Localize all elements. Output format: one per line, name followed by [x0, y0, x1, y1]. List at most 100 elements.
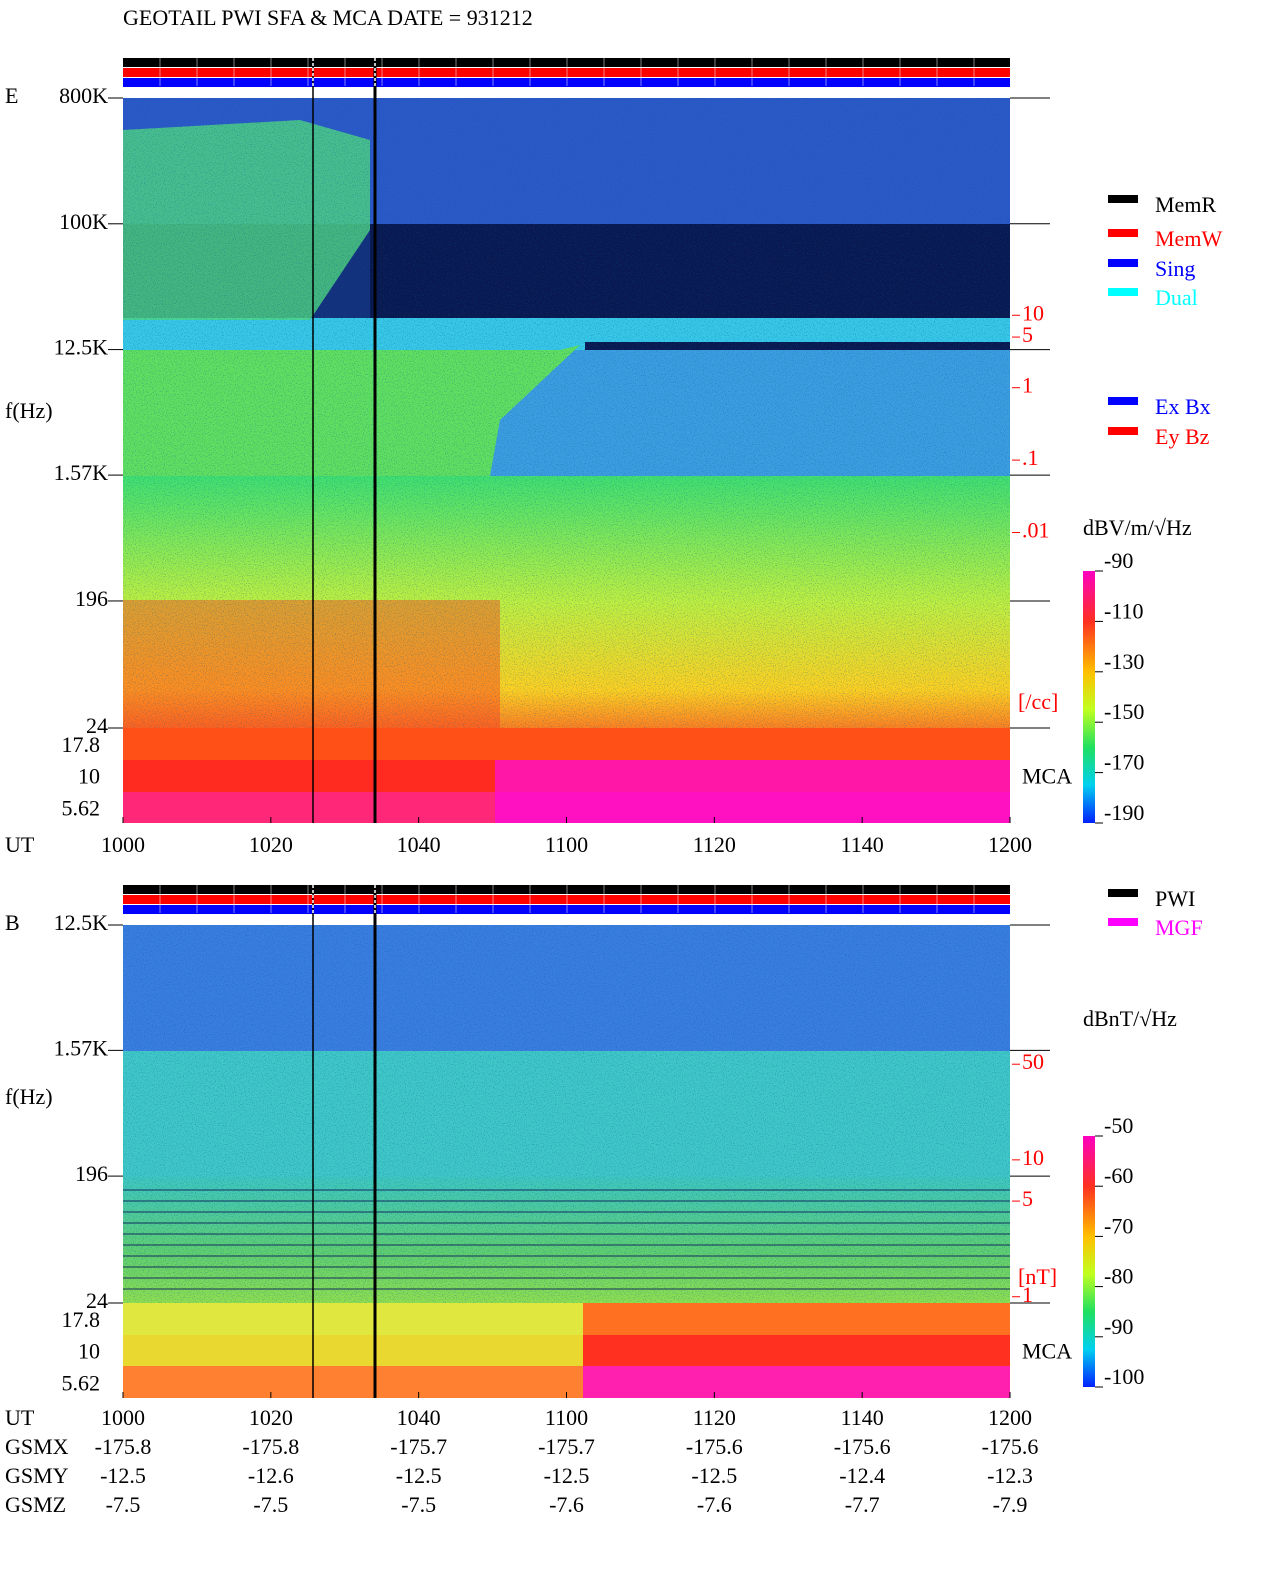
x-tick-label: 1000 — [101, 1405, 145, 1430]
orbit-value: -7.5 — [253, 1492, 288, 1517]
mca-channel-label: 10 — [78, 1339, 100, 1364]
orbit-value: -12.3 — [987, 1463, 1033, 1488]
y-tick-label: 196 — [75, 1161, 108, 1186]
y-tick-label: 800K — [59, 83, 108, 108]
y2-tick-label: 10 — [1022, 300, 1044, 325]
x-tick-label: 1020 — [249, 1405, 293, 1430]
y-tick-label: 12.5K — [54, 910, 109, 935]
y-tick-label: 12.5K — [54, 335, 109, 360]
spectrogram-band — [123, 728, 1010, 760]
y2-tick-label: 1 — [1022, 1282, 1033, 1307]
colorbar-tick-label: -90 — [1104, 548, 1133, 573]
spectrogram-band — [123, 1366, 583, 1398]
colorbar — [1083, 571, 1095, 823]
spectrogram-band — [123, 792, 495, 823]
orbit-value: -7.6 — [549, 1492, 584, 1517]
orbit-value: -7.5 — [401, 1492, 436, 1517]
orbit-value: -175.8 — [242, 1434, 299, 1459]
x-tick-label: 1020 — [249, 832, 293, 857]
colorbar — [1083, 1136, 1095, 1387]
spectrogram-band — [583, 1366, 1010, 1398]
x-tick-label: 1040 — [397, 832, 441, 857]
y2-tick-label: 5 — [1022, 1186, 1033, 1211]
orbit-value: -175.7 — [538, 1434, 595, 1459]
mca-label: MCA — [1022, 764, 1072, 789]
colorbar-tick-label: -130 — [1104, 649, 1144, 674]
y2-tick-label: 5 — [1022, 322, 1033, 347]
x-tick-label: 1120 — [693, 832, 736, 857]
x-axis-label: UT — [5, 832, 35, 857]
mca-channel-label: 17.8 — [62, 1307, 101, 1332]
orbit-label: GSMZ — [5, 1492, 66, 1517]
y-tick-label: 100K — [59, 209, 108, 234]
legend-swatch — [1108, 397, 1138, 405]
mca-channel-label: 5.62 — [62, 795, 101, 820]
orbit-value: -175.6 — [686, 1434, 743, 1459]
x-tick-label: 1200 — [988, 1405, 1032, 1430]
y2-tick-label: .01 — [1022, 518, 1050, 543]
y-tick-label: 1.57K — [54, 1035, 109, 1060]
colorbar-tick-label: -60 — [1104, 1163, 1133, 1188]
spectrogram-noise — [123, 98, 1010, 728]
x-tick-label: 1140 — [841, 1405, 884, 1430]
colorbar-label: dBnT/√Hz — [1083, 1006, 1177, 1031]
legend-label: MemW — [1155, 226, 1222, 251]
colorbar-tick-label: -150 — [1104, 699, 1144, 724]
orbit-value: -12.5 — [396, 1463, 442, 1488]
legend-swatch — [1108, 195, 1138, 203]
y2-tick-label: 10 — [1022, 1145, 1044, 1170]
x-tick-label: 1100 — [545, 1405, 588, 1430]
orbit-value: -7.7 — [845, 1492, 880, 1517]
orbit-value: -12.5 — [544, 1463, 590, 1488]
x-tick-label: 1100 — [545, 832, 588, 857]
x-axis-label: UT — [5, 1405, 35, 1430]
colorbar-tick-label: -70 — [1104, 1213, 1133, 1238]
legend-label: Ex Bx — [1155, 394, 1211, 419]
legend-label: PWI — [1155, 886, 1195, 911]
y2-tick-label: 50 — [1022, 1049, 1044, 1074]
x-tick-label: 1200 — [988, 832, 1032, 857]
mca-channel-label: 17.8 — [62, 732, 101, 757]
legend-label: MGF — [1155, 915, 1203, 940]
colorbar-tick-label: -170 — [1104, 750, 1144, 775]
mca-channel-label: 5.62 — [62, 1370, 101, 1395]
legend-swatch — [1108, 889, 1138, 897]
spectrogram-noise — [123, 925, 1010, 1303]
colorbar-tick-label: -190 — [1104, 800, 1144, 825]
mca-channel-label: 10 — [78, 764, 100, 789]
spectrogram-band — [495, 760, 1010, 792]
legend-swatch — [1108, 259, 1138, 267]
colorbar-label: dBV/m/√Hz — [1083, 515, 1192, 540]
y2-axis-label: [nT] — [1018, 1264, 1057, 1289]
orbit-value: -175.7 — [390, 1434, 447, 1459]
panel-label: B — [5, 910, 20, 935]
x-tick-label: 1120 — [693, 1405, 736, 1430]
spectrogram-band — [123, 760, 495, 792]
colorbar-tick-label: -90 — [1104, 1314, 1133, 1339]
x-tick-label: 1000 — [101, 832, 145, 857]
orbit-value: -175.6 — [982, 1434, 1039, 1459]
orbit-value: -12.5 — [100, 1463, 146, 1488]
y2-tick-label: .1 — [1022, 445, 1039, 470]
colorbar-tick-label: -50 — [1104, 1113, 1133, 1138]
y-tick-label: 24 — [86, 1288, 108, 1313]
panel-label: E — [5, 83, 18, 108]
spectrogram-band — [583, 1335, 1010, 1366]
legend-swatch — [1108, 427, 1138, 435]
y2-axis-label: [/cc] — [1018, 689, 1058, 714]
orbit-value: -7.5 — [106, 1492, 141, 1517]
y2-tick-label: 1 — [1022, 373, 1033, 398]
y-axis-label: f(Hz) — [5, 1084, 53, 1109]
legend-label: Ey Bz — [1155, 424, 1210, 449]
legend-label: Dual — [1155, 285, 1198, 310]
orbit-value: -175.8 — [95, 1434, 152, 1459]
legend-label: MemR — [1155, 192, 1216, 217]
legend-swatch — [1108, 288, 1138, 296]
x-tick-label: 1040 — [397, 1405, 441, 1430]
orbit-value: -7.9 — [993, 1492, 1028, 1517]
mca-label: MCA — [1022, 1339, 1072, 1364]
colorbar-tick-label: -80 — [1104, 1264, 1133, 1289]
spectrogram-band — [123, 1303, 583, 1335]
spectrogram-band — [495, 792, 1010, 823]
